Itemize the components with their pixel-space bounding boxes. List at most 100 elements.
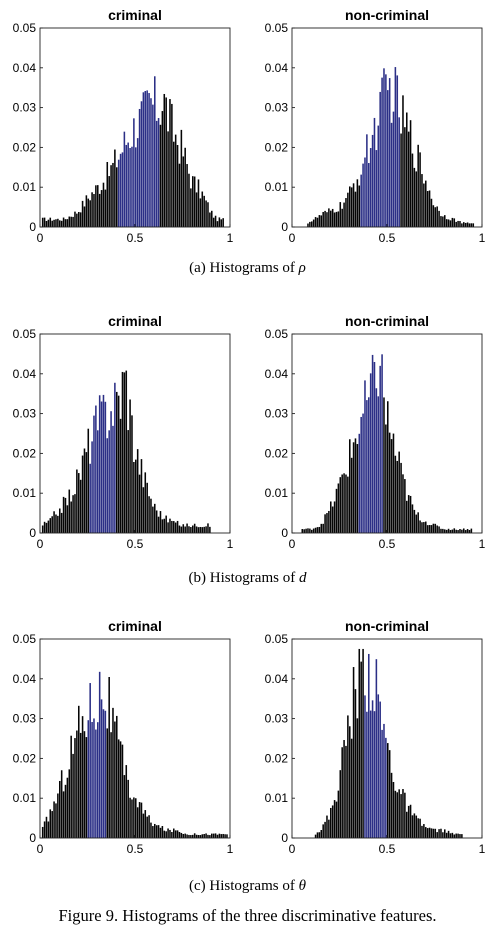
histogram-bar [385,737,387,838]
histogram-bar [199,835,202,838]
histogram-bar [388,78,391,227]
histogram-bar [142,92,145,227]
histogram-bar [328,510,330,533]
histogram-bar [195,834,198,838]
histogram-bar [173,141,175,227]
histogram-bar [392,111,395,227]
histogram-bar [114,721,116,838]
histogram-bar [182,524,185,533]
histogram-bar [89,200,91,227]
histogram-bar [70,216,72,227]
y-tick-label: 0.01 [265,791,289,805]
histogram-bar [459,834,461,838]
histogram-bar [190,835,192,838]
histogram-bar [62,217,65,227]
histogram-bar [358,648,361,838]
histogram-bar [406,811,408,838]
histogram-bar [97,722,99,838]
x-tick-label: 0.5 [379,537,396,551]
histogram-bar [155,120,158,227]
caption-symbol: ρ [298,260,306,276]
histogram-bar [211,833,213,838]
histogram-bar [442,528,444,533]
histogram-panel: criminal 0 0.01 0.02 0.03 0.04 0.05 0 0.5 1 [13,618,234,856]
histogram-bar [322,523,324,533]
histogram-bar [377,396,380,533]
histogram-bar [70,501,72,533]
histogram-bar [176,145,179,227]
histogram-bar [197,527,200,533]
histogram-bar [318,832,321,838]
histogram-bar [98,671,101,838]
histogram-bar [368,397,370,533]
histogram-bar [55,514,57,533]
histogram-bar [331,208,334,227]
histogram-bar [381,354,383,533]
histogram-bar [148,815,150,838]
x-tick-label: 0.5 [127,537,144,551]
histogram-bar [161,826,164,838]
histogram-bar [214,833,217,838]
histogram-bar [419,152,421,227]
x-tick-label: 0 [37,842,44,856]
histogram-bar [68,216,71,227]
histogram-bar [343,202,345,227]
histogram-bar [373,117,376,227]
histogram-bar [451,217,454,227]
histogram-bar [381,77,383,227]
histogram-bar [371,134,374,227]
histogram-bar [385,424,387,533]
histogram-bar [108,176,110,227]
histogram-bar [121,744,124,838]
histogram-bar [330,210,332,227]
y-tick-label: 0.05 [265,327,289,341]
histogram-bar [203,526,205,533]
histogram-bar [59,780,61,838]
histogram-bar [193,176,196,227]
histogram-bar [159,124,162,227]
histogram-bar [53,219,55,227]
histogram-bar [114,382,116,533]
histogram-bar [419,818,421,838]
histogram-bar [411,815,414,838]
histogram-bar [112,707,114,838]
histogram-bar [347,715,349,838]
figure-caption: Figure 9. Histograms of the three discri… [58,906,436,925]
histogram-bar [358,433,361,533]
histogram-bar [125,370,128,533]
histogram-bar [442,216,444,227]
histogram-bar [167,828,169,838]
histogram-bar [85,195,88,227]
histogram-bar [404,792,406,838]
histogram-bar [66,219,69,227]
histogram-bar [449,220,452,227]
histogram-bar [466,222,469,227]
histogram-bar [413,167,416,227]
histogram-bar [148,496,150,533]
histogram-bar [79,479,82,533]
histogram-bar [165,831,167,838]
histogram-bar [188,526,190,533]
y-tick-label: 0.02 [265,751,289,765]
histogram-bar [95,185,97,227]
histogram-bar [406,112,408,227]
x-tick-label: 1 [227,537,234,551]
histogram-bar [218,217,221,227]
histogram-bar [102,182,105,227]
panel-title: criminal [108,618,162,634]
histogram-bar [169,99,171,227]
histogram-bar [135,798,137,838]
subfigure-caption: (a) Histograms of ρ [189,260,306,276]
histogram-bar [100,190,103,227]
histogram-bar [127,779,129,838]
histogram-bar [91,721,93,838]
histogram-bar [396,792,399,838]
histogram-bar [129,399,131,533]
histogram-bar [404,479,406,533]
histogram-bar [41,826,44,838]
panel-title: criminal [108,313,162,329]
histogram-bar [169,829,171,838]
histogram-bar [209,212,211,227]
histogram-bar [85,452,88,533]
histogram-bar [138,108,141,227]
